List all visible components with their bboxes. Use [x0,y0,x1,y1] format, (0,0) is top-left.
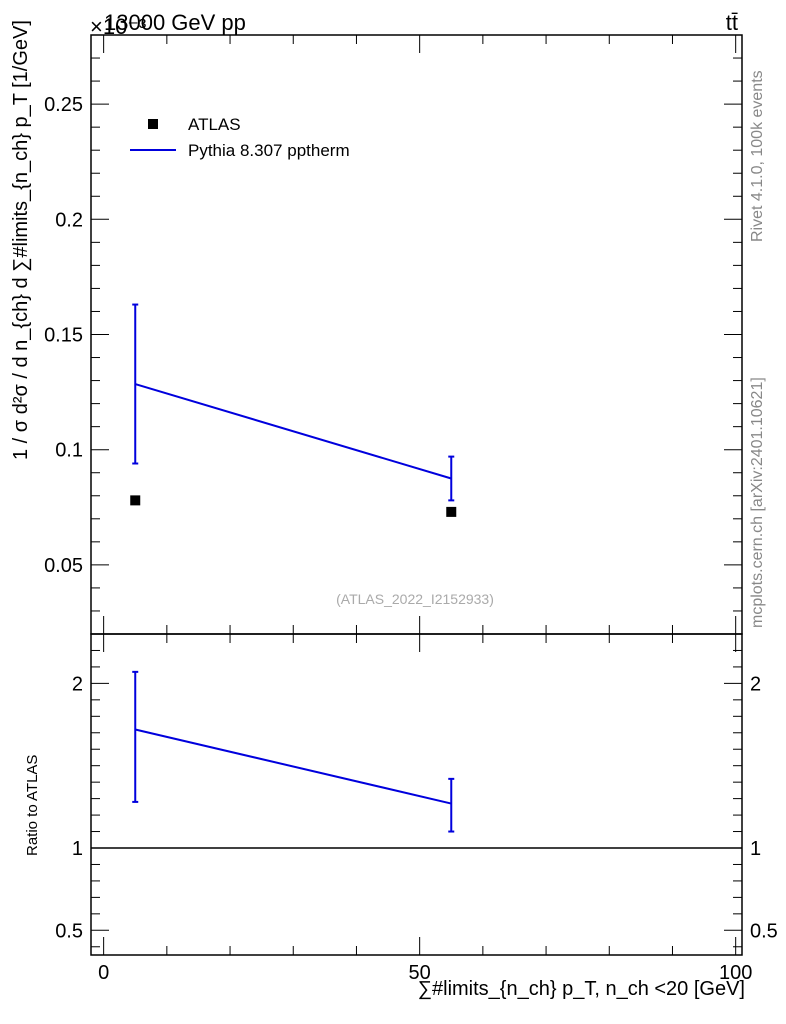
main-ytick-label: 0.2 [55,209,83,231]
ratio-frame [90,633,743,956]
process-label: tt̄ [726,10,738,35]
legend-label-pythia: Pythia 8.307 pptherm [188,141,350,160]
ratio-pythia-line [135,728,452,805]
ratio-y-axis-label: Ratio to ATLAS [24,755,41,856]
ratio-ytick-label: 1 [72,838,83,860]
ratio-ytick-label: 0.5 [55,920,83,942]
ratio-axis-ticks: 0.5 0.5 1 1 2 2 0 50 100 [55,633,778,984]
main-y-axis-label: 1 / σ d²σ / d n_{ch} d ∑#limits_{n_ch} p… [10,20,32,460]
ratio-xtick-label: 50 [409,962,431,984]
legend-label-atlas: ATLAS [188,115,241,134]
analysis-label: (ATLAS_2022_I2152933) [336,591,494,607]
main-ytick-label: 0.05 [44,555,83,577]
main-pythia-line [134,383,452,480]
exponent-label: ×10⁻³ [90,14,146,39]
main-plot-data [130,303,457,517]
mcplots-label: mcplots.cern.ch [arXiv:2401.10621] [749,377,766,628]
ratio-xtick-label: 100 [719,962,752,984]
rivet-version-label: Rivet 4.1.0, 100k events [749,70,766,242]
legend: ATLAS Pythia 8.307 pptherm [130,115,350,160]
main-ytick-label: 0.1 [55,440,83,462]
legend-marker-atlas [148,119,158,129]
ratio-plot-frame [90,633,743,956]
ratio-ytick-label-right: 1 [750,838,761,860]
ratio-plot-data [91,670,742,849]
energy-label: 13000 GeV pp [104,10,246,35]
ratio-ytick-label: 2 [72,673,83,695]
ratio-ytick-label-right: 0.5 [750,920,778,942]
main-atlas-point [446,506,457,517]
x-axis-label: ∑#limits_{n_ch} p_T, n_ch <20 [GeV] [418,978,745,1000]
ratio-ytick-label-right: 2 [750,673,761,695]
main-axis-ticks: 0.05 0.1 0.15 0.2 0.25 [44,34,742,635]
main-ytick-label: 0.15 [44,325,83,347]
ratio-xtick-label: 0 [98,962,109,984]
main-atlas-point [130,495,141,506]
main-ytick-label: 0.25 [44,94,83,116]
